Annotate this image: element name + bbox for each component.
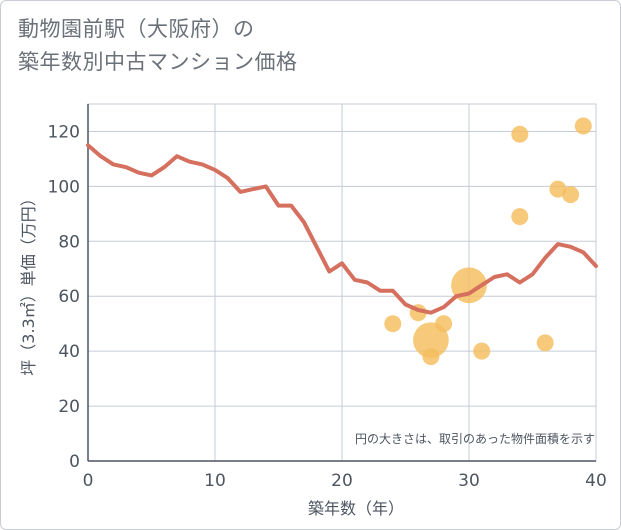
y-tick-label: 40	[58, 342, 80, 362]
bubble-point	[511, 208, 529, 226]
x-tick-label: 0	[83, 471, 94, 491]
x-axis-label: 築年数（年）	[308, 499, 404, 518]
bubble-point	[435, 315, 453, 333]
x-tick-label: 40	[585, 471, 607, 491]
y-tick-label: 20	[58, 397, 80, 417]
x-tick-label: 30	[458, 471, 480, 491]
y-tick-label: 60	[58, 287, 80, 307]
price-line	[86, 143, 598, 315]
chart-title-line-2: 築年数別中古マンション価格	[18, 50, 298, 74]
bubble-point	[562, 186, 580, 204]
bubble-point	[574, 117, 592, 135]
y-tick-label: 100	[48, 177, 80, 197]
axis-labels: 築年数（年） 坪（3.3㎡）単価（万円） 円の大きさは、取引のあった物件面積を示…	[19, 190, 595, 518]
bubble-point	[511, 125, 529, 143]
y-tick-label: 120	[48, 122, 80, 142]
chart-title: 動物園前駅（大阪府）の 築年数別中古マンション価格	[18, 13, 298, 79]
bubble-size-note: 円の大きさは、取引のあった物件面積を示す	[355, 431, 595, 446]
line-series	[86, 143, 598, 315]
bubble-point	[536, 334, 554, 352]
bubble-point	[549, 180, 567, 198]
y-axis-label: 坪（3.3㎡）単価（万円）	[19, 190, 38, 375]
bubble-point	[422, 348, 440, 366]
bubble-point	[473, 342, 491, 360]
x-tick-label: 20	[331, 471, 353, 491]
x-tick-label: 10	[204, 471, 226, 491]
bubble-point	[384, 315, 402, 333]
y-tick-label: 0	[69, 452, 80, 472]
axes: 0 20 40 60 80 100 120 0 10 20 30 40	[48, 104, 607, 491]
chart-title-line-1: 動物園前駅（大阪府）の	[18, 17, 255, 41]
y-tick-label: 80	[58, 232, 80, 252]
